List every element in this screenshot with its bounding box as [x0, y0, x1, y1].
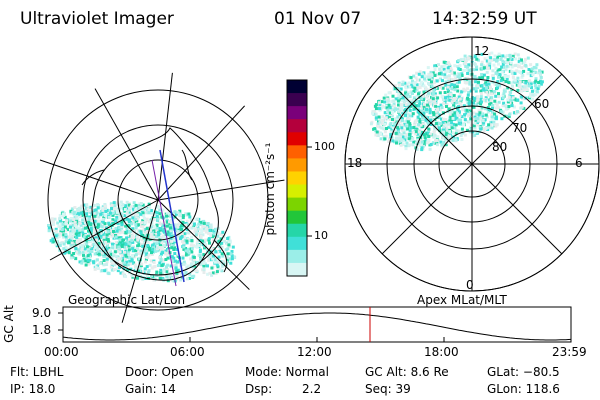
colorbar-tick-10: 10: [314, 229, 328, 242]
colorbar-swatch: [287, 93, 307, 107]
gc-alt-info: GC Alt: 8.6 Re: [365, 365, 449, 379]
colorbar-tick-100: 100: [314, 140, 335, 153]
coastline: [91, 127, 219, 281]
aurora-pixels-right: [369, 51, 544, 152]
colorbar: [286, 79, 312, 277]
filter-info: Flt: LBHL: [10, 365, 64, 379]
gc-alt-ytick-high: 9.0: [32, 306, 52, 320]
colorbar-swatch: [287, 223, 307, 238]
colorbar-swatch: [287, 197, 307, 212]
colorbar-swatch: [287, 158, 307, 173]
colorbar-swatch: [287, 132, 307, 146]
gain-info: Gain: 14: [125, 382, 176, 396]
magnetic-map: [344, 36, 600, 292]
x-tick-1200: 12:00: [297, 345, 332, 359]
colorbar-unit-label: photon cm⁻²s⁻¹: [263, 142, 277, 236]
x-tick-2359: 23:59: [552, 345, 587, 359]
mode-info: Mode: Normal: [245, 365, 329, 379]
date-label: 01 Nov 07: [274, 9, 362, 29]
colorbar-swatch: [287, 119, 307, 133]
x-tick-1800: 18:00: [424, 345, 459, 359]
dsp-label: Dsp:: [245, 382, 273, 396]
ip-info: IP: 18.0: [10, 382, 56, 396]
mlat-label-80: 80: [492, 140, 508, 154]
mlt-label-0: 0: [466, 278, 474, 292]
mlt-label-6: 6: [575, 156, 583, 170]
gc-alt-ytick-low: 1.8: [32, 323, 52, 337]
instrument-title: Ultraviolet Imager: [20, 9, 174, 29]
colorbar-swatch: [287, 171, 307, 186]
colorbar-swatch: [287, 210, 307, 225]
magnetic-caption: Apex MLat/MLT: [417, 293, 507, 307]
colorbar-swatch: [287, 80, 307, 94]
altitude-curve: [62, 312, 572, 341]
colorbar-swatch: [287, 249, 307, 264]
geographic-map: [30, 72, 286, 328]
geographic-caption: Geographic Lat/Lon: [68, 293, 186, 307]
gc-alt-ylabel: GC Alt: [1, 305, 16, 343]
seq-info: Seq: 39: [365, 382, 411, 396]
mlt-label-18: 18: [347, 156, 363, 170]
x-tick-0600: 06:00: [170, 345, 205, 359]
colorbar-swatch: [287, 106, 307, 120]
mlt-label-12: 12: [474, 44, 490, 58]
mlat-label-60: 60: [534, 97, 550, 111]
time-label: 14:32:59 UT: [432, 9, 537, 29]
glat-info: GLat: −80.5: [487, 365, 560, 379]
colorbar-swatch: [287, 236, 307, 251]
aurora-pixels-left: [47, 200, 237, 283]
mlat-label-70: 70: [512, 121, 528, 135]
door-info: Door: Open: [125, 365, 194, 379]
colorbar-swatch: [287, 145, 307, 159]
x-tick-0000: 00:00: [44, 345, 79, 359]
colorbar-swatch: [287, 184, 307, 199]
dsp-value: 2.2: [302, 382, 322, 396]
glon-info: GLon: 118.6: [487, 382, 560, 396]
colorbar-swatch: [287, 262, 307, 277]
gc-alt-plot: [58, 306, 572, 343]
